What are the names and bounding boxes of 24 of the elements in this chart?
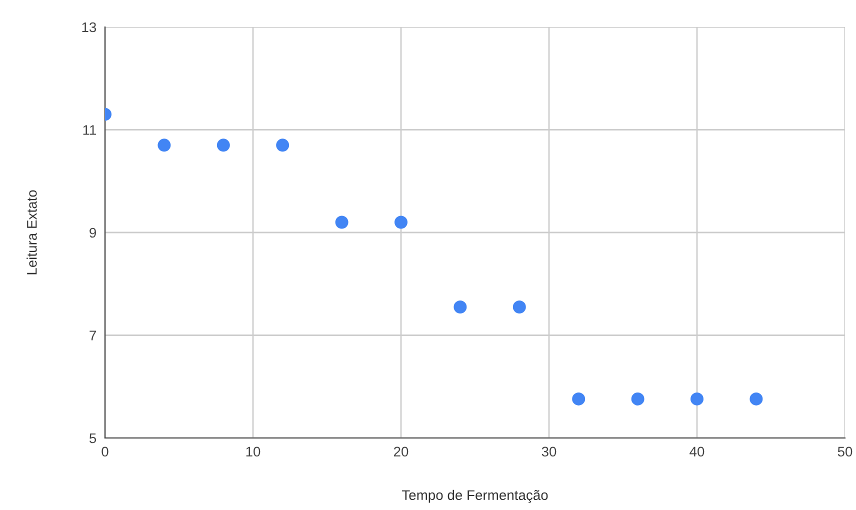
x-tick-label: 30 [542, 446, 556, 457]
x-tick-label: 20 [394, 446, 408, 457]
point [216, 138, 230, 152]
x-axis-title: Tempo de Fermentação [402, 490, 548, 503]
point [276, 138, 290, 152]
point [512, 300, 526, 314]
point [631, 392, 644, 406]
point [394, 216, 408, 229]
y-axis-title: Leitura Extato [26, 190, 37, 274]
point [335, 216, 348, 229]
x-tick-label: 10 [246, 446, 260, 457]
y-tick-label: 11 [83, 125, 96, 135]
x-tick-label: 40 [690, 446, 704, 457]
point [690, 392, 704, 406]
point [454, 300, 467, 314]
y-tick-label: 9 [90, 228, 96, 238]
y-tick-label: 13 [82, 22, 96, 32]
point [572, 392, 586, 406]
point [158, 138, 171, 152]
point [750, 392, 763, 406]
y-tick-label: 7 [90, 330, 96, 340]
y-tick-label: 5 [90, 433, 96, 444]
x-tick-label: 50 [838, 446, 852, 457]
x-tick-label: 0 [102, 446, 108, 457]
